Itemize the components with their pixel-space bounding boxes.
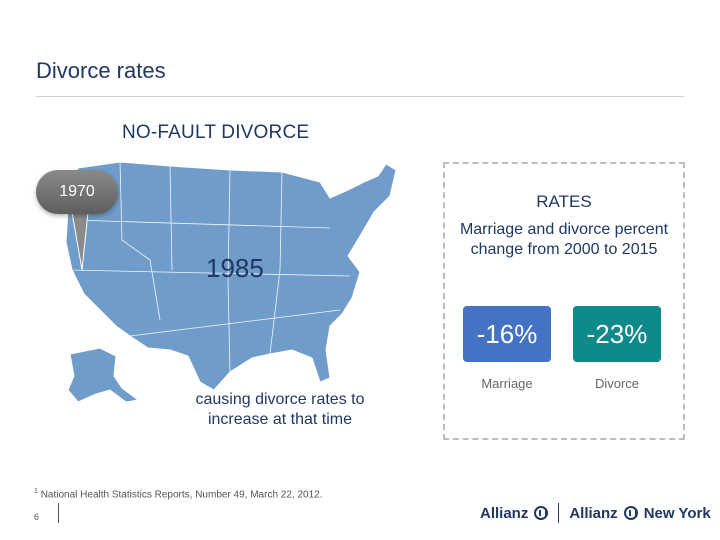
state-borders bbox=[67, 161, 351, 373]
rates-description: Marriage and divorce percent change from… bbox=[459, 221, 669, 258]
footnote-mark: 1 bbox=[34, 488, 38, 495]
logo-wordmark-left: Allianz bbox=[480, 504, 529, 522]
page-number: 6 bbox=[34, 512, 40, 522]
us-map-illustration bbox=[65, 161, 397, 403]
year-badge-1970: 1970 bbox=[36, 170, 118, 214]
allianz-eagle-icon bbox=[534, 506, 549, 520]
rates-panel: RATES Marriage and divorce percent chang… bbox=[443, 162, 685, 440]
marriage-change-tile: -16% bbox=[463, 306, 551, 362]
divorce-change-tile: -23% bbox=[573, 306, 661, 362]
marriage-label: Marriage bbox=[481, 376, 533, 391]
source-footnote: 1 National Health Statistics Reports, Nu… bbox=[34, 488, 323, 500]
footnote-text: National Health Statistics Reports, Numb… bbox=[40, 489, 323, 501]
title-divider bbox=[36, 96, 684, 97]
slide-title: Divorce rates bbox=[36, 58, 166, 83]
contiguous-us-shape bbox=[65, 161, 397, 391]
rates-title: RATES bbox=[536, 192, 592, 211]
map-caption: causing divorce rates to increase at tha… bbox=[195, 391, 365, 428]
year-label-1985: 1985 bbox=[206, 253, 264, 283]
us-map-panel: 1970 1985 causing divorce rates to incre… bbox=[30, 150, 440, 440]
allianz-eagle-icon bbox=[623, 506, 638, 520]
company-logo: Allianz Allianz New York bbox=[480, 503, 711, 523]
divorce-label: Divorce bbox=[594, 376, 640, 391]
alaska-shape bbox=[67, 347, 140, 403]
slide-subtitle: NO-FAULT DIVORCE bbox=[122, 122, 310, 143]
logo-wordmark-right: Allianz bbox=[569, 504, 618, 522]
logo-suffix: New York bbox=[643, 504, 711, 522]
logo-divider bbox=[558, 503, 560, 523]
page-number-divider bbox=[58, 503, 59, 523]
